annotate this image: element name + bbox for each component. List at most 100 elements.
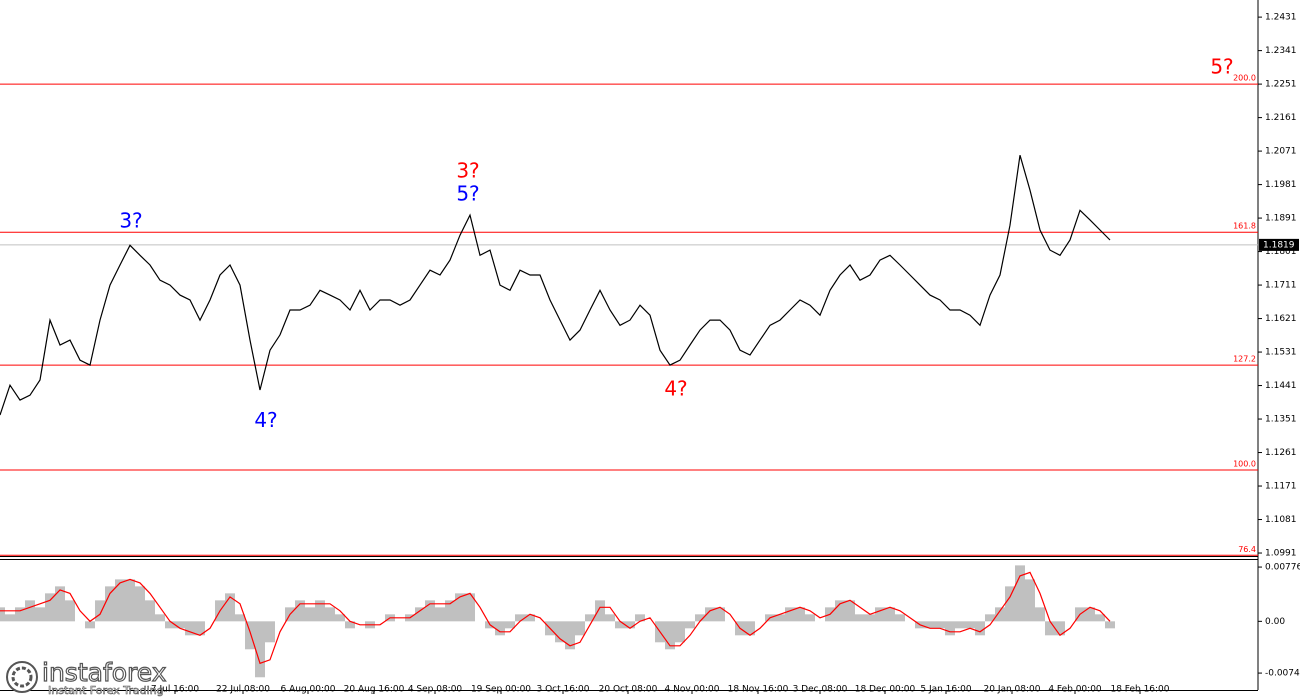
histogram-bar — [705, 607, 715, 622]
level-label: 161.8 — [1233, 222, 1256, 231]
histogram-bar — [125, 579, 135, 622]
histogram-bar — [85, 621, 95, 629]
y-tick-label: 1.1531 — [1265, 348, 1297, 358]
x-tick-label: 7 Jul 16:00 — [151, 685, 200, 695]
histogram-bar — [25, 600, 35, 622]
histogram-bar — [695, 614, 705, 622]
x-tick-label: 4 Nov 00:00 — [665, 685, 720, 695]
histogram-bar — [525, 614, 535, 622]
y-tick-label: 1.1891 — [1265, 214, 1297, 224]
x-tick-label: 20 Jan 08:00 — [984, 685, 1041, 695]
histogram-bar — [415, 607, 425, 622]
histogram-bar — [875, 607, 885, 622]
histogram-bar — [0, 607, 5, 622]
histogram-bar — [245, 621, 255, 650]
histogram-bar — [455, 593, 465, 622]
histogram-bar — [325, 607, 335, 622]
histogram-bar — [495, 621, 505, 636]
histogram-bar — [775, 614, 785, 622]
histogram-bar — [225, 593, 235, 622]
level-label: 127.2 — [1233, 355, 1256, 364]
watermark: instaforex Instant Forex Trading — [6, 657, 167, 697]
histogram-bar — [255, 621, 265, 678]
histogram-bar — [925, 621, 935, 629]
wave-label: 3? — [119, 209, 142, 233]
histogram-bar — [195, 621, 205, 636]
histogram-bar — [265, 621, 275, 643]
histogram-bar — [105, 586, 115, 622]
histogram-bar — [595, 600, 605, 622]
histogram-bar — [685, 621, 695, 629]
y-tick-label: 1.2341 — [1265, 46, 1297, 56]
signal-line — [0, 571, 1111, 665]
logo — [6, 661, 38, 693]
level-label: 200.0 — [1233, 74, 1256, 83]
histogram-bar — [1095, 614, 1105, 622]
histogram-bar — [175, 621, 185, 629]
histogram-bar — [1085, 607, 1095, 622]
histogram-bar — [885, 607, 895, 622]
y-tick-label: 1.2431 — [1265, 13, 1297, 23]
histogram-bar — [715, 607, 725, 622]
watermark-brand: instaforex — [42, 658, 167, 687]
histogram-bar — [745, 621, 755, 636]
histogram-bar — [135, 586, 145, 622]
histogram-bar — [865, 614, 875, 622]
histogram-bar — [945, 621, 955, 636]
y-tick-label: 1.1621 — [1265, 314, 1297, 324]
x-tick-label: 4 Feb 00:00 — [1048, 685, 1102, 695]
x-tick-label: 18 Dec 00:00 — [855, 685, 916, 695]
histogram-bar — [565, 621, 575, 650]
histogram-bar — [1035, 607, 1045, 622]
histogram-bar — [345, 621, 355, 629]
x-tick-label: 3 Dec 08:00 — [793, 685, 848, 695]
y-tick-label: 1.1351 — [1265, 415, 1297, 425]
histogram-bar — [295, 600, 305, 622]
wave-label: 4? — [664, 377, 687, 401]
y-tick-label: 0.00776 — [1265, 563, 1300, 573]
histogram-bar — [45, 593, 55, 622]
histogram-bar — [235, 614, 245, 622]
histogram-bar — [505, 621, 515, 629]
y-tick-label: 1.1711 — [1265, 281, 1297, 291]
histogram-bar — [1105, 621, 1115, 629]
y-tick-label: 1.1261 — [1265, 448, 1297, 458]
histogram-bar — [935, 621, 945, 629]
histogram-bar — [115, 579, 125, 622]
x-tick-label: 6 Aug 00:00 — [281, 685, 336, 695]
histogram-bar — [5, 614, 15, 622]
wave-label: 4? — [254, 408, 277, 432]
y-tick-label: 1.0991 — [1265, 549, 1297, 559]
y-tick-label: 1.1981 — [1265, 180, 1297, 190]
histogram-bar — [625, 621, 635, 629]
histogram-bar — [15, 607, 25, 622]
x-tick-label: 5 Jan 16:00 — [920, 685, 972, 695]
histogram-bar — [785, 607, 795, 622]
histogram-bar — [635, 614, 645, 622]
wave-label: 5? — [1210, 55, 1233, 79]
histogram-bar — [35, 607, 45, 622]
histogram-bar — [845, 600, 855, 622]
histogram-bar — [985, 614, 995, 622]
histogram-bar — [155, 614, 165, 622]
x-tick-label: 18 Feb 16:00 — [1110, 685, 1169, 695]
histogram-bar — [1045, 621, 1055, 636]
histogram-bar — [185, 621, 195, 636]
histogram-bar — [1015, 565, 1025, 622]
histogram-bar — [665, 621, 675, 650]
histogram-bar — [335, 614, 345, 622]
histogram-bar — [955, 621, 965, 629]
y-tick-label: 1.1801 — [1265, 247, 1297, 257]
wave-label: 5? — [456, 182, 479, 206]
histogram-bar — [975, 621, 985, 636]
histogram-bar — [835, 600, 845, 622]
histogram-bar — [895, 614, 905, 622]
histogram-bar — [675, 621, 685, 643]
histogram-bar — [1005, 586, 1015, 622]
y-tick-label: 1.1081 — [1265, 515, 1297, 525]
wave-label: 3? — [456, 158, 479, 182]
y-tick-label: 0.00 — [1265, 617, 1285, 627]
histogram-bar — [555, 621, 565, 643]
y-tick-label: 1.1171 — [1265, 482, 1297, 492]
